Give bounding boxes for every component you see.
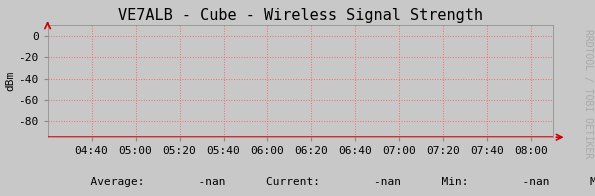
- Text: Average:        -nan      Current:        -nan      Min:        -nan      Max:  : Average: -nan Current: -nan Min: -nan Ma…: [77, 177, 595, 187]
- Text: RRDTOOL / TOBI OETIKER: RRDTOOL / TOBI OETIKER: [583, 29, 593, 159]
- Y-axis label: dBm: dBm: [5, 71, 15, 92]
- Title: VE7ALB - Cube - Wireless Signal Strength: VE7ALB - Cube - Wireless Signal Strength: [118, 8, 483, 23]
